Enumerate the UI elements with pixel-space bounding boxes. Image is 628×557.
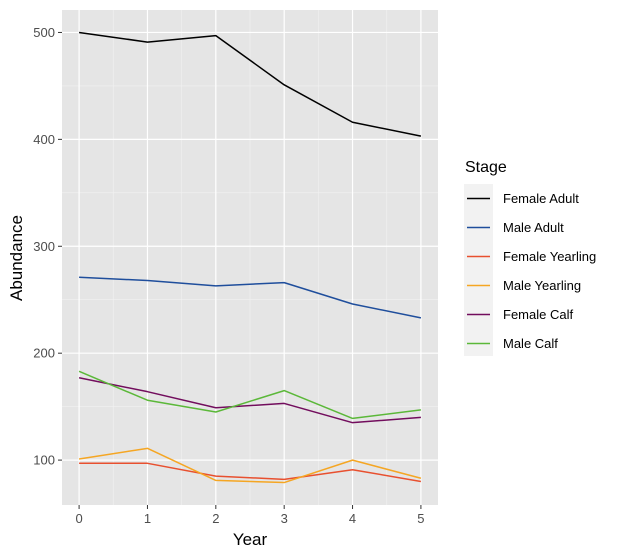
legend-label-female-yearling: Female Yearling [503, 249, 596, 264]
series-line-male-yearling [78, 447, 422, 484]
y-tick-label: 300 [33, 239, 55, 254]
x-axis: 0 1 2 3 4 5 [75, 505, 425, 526]
legend-label-female-adult: Female Adult [503, 191, 579, 206]
legend-label-male-calf: Male Calf [503, 336, 558, 351]
x-tick-label: 3 [281, 511, 288, 526]
series-line-male-calf [78, 370, 422, 420]
x-tick-label: 0 [75, 511, 82, 526]
x-tick-label: 2 [212, 511, 219, 526]
legend: Stage Female Adult Male Adult Female Yearl… [464, 159, 596, 356]
legend-label-male-adult: Male Adult [503, 220, 564, 235]
y-tick-label: 500 [33, 25, 55, 40]
legend-key-background [464, 184, 493, 356]
y-tick-label: 200 [33, 346, 55, 361]
x-tick-label: 4 [349, 511, 356, 526]
y-axis-title: Abundance [7, 215, 26, 301]
minor-gridlines [62, 10, 438, 505]
x-tick-label: 5 [417, 511, 424, 526]
legend-label-female-calf: Female Calf [503, 307, 573, 322]
x-tick-label: 1 [144, 511, 151, 526]
legend-label-male-yearling: Male Yearling [503, 278, 581, 293]
series-lines [78, 31, 422, 484]
series-line-female-adult [78, 31, 422, 137]
major-gridlines [62, 10, 438, 505]
legend-title: Stage [465, 159, 507, 176]
x-axis-title: Year [233, 530, 268, 549]
y-axis: 100 200 300 400 500 [33, 25, 62, 468]
y-tick-label: 100 [33, 453, 55, 468]
series-line-female-calf [78, 377, 421, 424]
series-line-female-yearling [79, 462, 422, 483]
series-line-male-adult [79, 276, 422, 319]
y-tick-label: 400 [33, 132, 55, 147]
legend-items: Female Adult Male Adult Female Yearling Mal… [467, 191, 596, 351]
